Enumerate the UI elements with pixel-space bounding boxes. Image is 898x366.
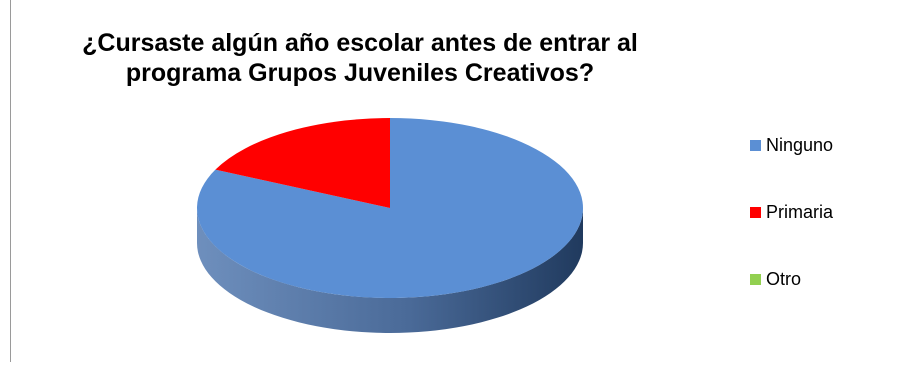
legend-label-otro: Otro	[766, 268, 802, 289]
legend-item-ninguno: Ninguno	[750, 133, 833, 157]
legend-item-otro: Otro	[750, 267, 833, 291]
pie-slice-primaria	[215, 117, 390, 208]
chart-title: ¿Cursaste algún año escolar antes de ent…	[40, 28, 680, 88]
plot-border-line	[10, 0, 11, 362]
legend-swatch-primaria	[750, 206, 761, 218]
legend-swatch-otro	[750, 273, 761, 285]
chart-title-line-2: programa Grupos Juveniles Creativos?	[125, 59, 595, 87]
chart-title-line-1: ¿Cursaste algún año escolar antes de ent…	[82, 29, 638, 57]
legend-item-primaria: Primaria	[750, 200, 833, 224]
legend: Ninguno Primaria Otro	[750, 133, 833, 334]
pie-side-wall	[197, 208, 583, 333]
legend-swatch-ninguno	[750, 139, 761, 151]
legend-label-primaria: Primaria	[766, 201, 834, 222]
legend-label-ninguno: Ninguno	[766, 134, 834, 155]
